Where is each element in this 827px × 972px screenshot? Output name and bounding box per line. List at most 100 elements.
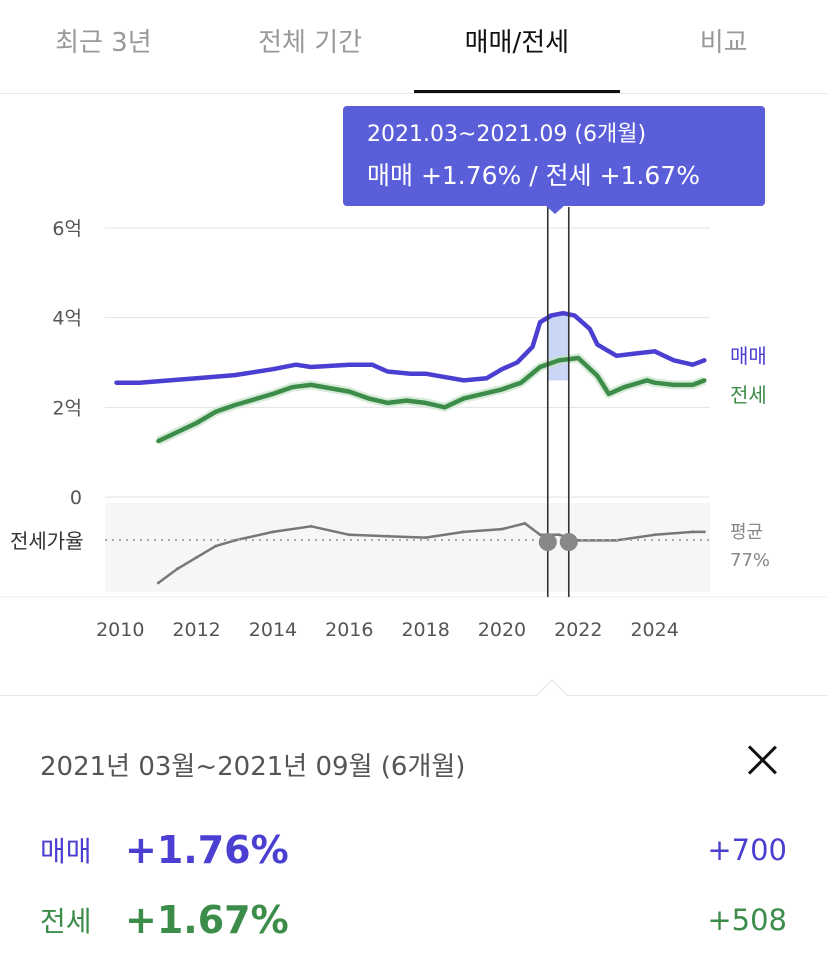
ratio-panel-bg — [105, 503, 710, 592]
ratio-point — [523, 521, 527, 525]
sale-point — [294, 363, 298, 367]
price-chart[interactable]: 6억 4억 2억 0 2010 2012 2014 2016 2018 2020 2022 2024 매… — [0, 95, 827, 695]
sale-point — [550, 313, 554, 317]
ratio-avg-label: 평균 — [730, 522, 763, 543]
ratio-point — [385, 534, 389, 538]
sale-point — [500, 367, 504, 371]
tooltip-summary: 매매 +1.76% / 전세 +1.67% — [367, 161, 700, 190]
sale-point — [271, 367, 275, 371]
rent-change-row: 전세 +1.67% +508 — [40, 890, 787, 950]
rent-percent: +1.67% — [125, 898, 289, 942]
sale-amount: +700 — [707, 833, 787, 867]
rent-point — [195, 421, 199, 425]
highlight-ratio-dot — [559, 533, 578, 551]
ratio-point — [462, 530, 466, 534]
ratio-point — [309, 524, 313, 528]
rent-point — [607, 392, 611, 396]
ratio-point — [271, 530, 275, 534]
sale-label: 매매 — [40, 835, 92, 868]
sale-point — [588, 327, 592, 331]
sale-point — [156, 379, 160, 383]
ratio-avg-value: 77% — [730, 550, 770, 571]
x-tick-label: 2010 — [96, 619, 144, 641]
rent-point — [347, 390, 351, 394]
sale-point — [702, 358, 706, 362]
rent-point — [424, 401, 428, 405]
rent-point — [653, 381, 657, 385]
rent-series-label: 전세 — [730, 383, 767, 407]
sale-point — [595, 343, 599, 347]
ratio-series-label: 전세가율 — [10, 529, 84, 553]
rent-point — [385, 401, 389, 405]
price-chart-svg[interactable]: 6억 4억 2억 0 2010 2012 2014 2016 2018 2020 2022 2024 매… — [0, 95, 827, 695]
sale-point — [485, 376, 489, 380]
ratio-point — [702, 530, 706, 534]
close-icon[interactable] — [740, 738, 784, 782]
rent-point — [309, 383, 313, 387]
ratio-point — [195, 555, 199, 559]
period-detail-panel: 2021년 03월~2021년 09월 (6개월) 매매 +1.76% +700… — [0, 696, 827, 972]
rent-point — [557, 358, 561, 362]
rent-point — [156, 439, 160, 443]
tab-compare[interactable]: 비교 — [699, 28, 748, 58]
rent-point — [233, 403, 237, 407]
x-tick-label: 2018 — [401, 619, 449, 641]
rent-point — [672, 383, 676, 387]
sale-point — [515, 361, 519, 364]
sale-point — [424, 372, 428, 376]
x-tick-label: 2024 — [630, 619, 678, 641]
sale-point — [462, 378, 466, 382]
y-tick-label: 2억 — [52, 397, 82, 419]
rent-point — [691, 383, 695, 387]
period-tab-bar: 최근 3년 전체 기간 매매/전세 비교 — [0, 0, 827, 94]
rent-point — [481, 392, 485, 396]
rent-amount: +508 — [707, 903, 787, 937]
rent-point — [576, 356, 580, 360]
sale-point — [614, 354, 618, 358]
rent-point — [366, 396, 370, 400]
y-tick-label: 6억 — [52, 218, 82, 240]
tab-recent-3-years[interactable]: 최근 3년 — [55, 28, 152, 58]
highlight-ratio-dot — [538, 533, 557, 551]
sale-point — [634, 352, 638, 356]
rent-point — [443, 405, 447, 409]
x-tick-label: 2014 — [249, 619, 297, 641]
detail-period: 2021년 03월~2021년 09월 (6개월) — [40, 752, 466, 782]
sale-point — [653, 349, 657, 353]
ratio-point — [653, 533, 657, 537]
ratio-point — [691, 530, 695, 534]
sale-line — [114, 310, 707, 385]
rent-label: 전세 — [40, 905, 92, 938]
section-divider — [0, 695, 827, 696]
ratio-point — [347, 533, 351, 537]
sale-point — [347, 363, 351, 367]
rent-point — [176, 430, 180, 434]
rent-point — [290, 385, 294, 389]
sale-point — [309, 365, 313, 369]
rent-range-band — [156, 353, 706, 446]
sale-point — [561, 311, 565, 315]
rent-point — [214, 410, 218, 414]
tooltip-period: 2021.03~2021.09 (6개월) — [367, 122, 647, 147]
sale-point — [672, 358, 676, 362]
ratio-point — [424, 536, 428, 540]
ratio-point — [156, 581, 160, 585]
highlight-band — [547, 313, 569, 381]
ratio-point — [500, 527, 504, 531]
sale-point — [233, 373, 237, 377]
sale-point — [137, 381, 141, 385]
rent-point — [462, 396, 466, 400]
sale-point — [114, 381, 118, 385]
sale-percent: +1.76% — [125, 828, 289, 872]
tab-sale-rent[interactable]: 매매/전세 — [413, 0, 621, 93]
ratio-point — [214, 544, 218, 548]
tab-all-period[interactable]: 전체 기간 — [258, 28, 363, 58]
y-tick-label: 0 — [70, 487, 82, 509]
rent-point — [271, 392, 275, 396]
rent-point — [645, 378, 649, 382]
sale-point — [385, 369, 389, 373]
x-tick-label: 2012 — [172, 619, 220, 641]
ratio-point — [557, 533, 561, 537]
y-tick-label: 4억 — [52, 308, 82, 330]
ratio-point — [538, 533, 542, 537]
